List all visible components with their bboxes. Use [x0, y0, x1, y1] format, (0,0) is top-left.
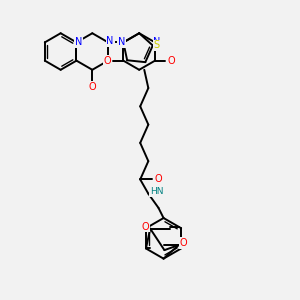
Text: N: N	[118, 38, 125, 47]
Text: N: N	[75, 38, 82, 47]
Text: O: O	[167, 56, 175, 66]
Text: N: N	[153, 38, 161, 47]
Text: O: O	[180, 238, 188, 248]
Text: O: O	[155, 174, 162, 184]
Text: S: S	[154, 40, 160, 50]
Text: O: O	[88, 82, 96, 92]
Text: HN: HN	[150, 187, 163, 196]
Text: N: N	[106, 36, 114, 46]
Text: O: O	[103, 56, 111, 66]
Text: O: O	[141, 222, 149, 232]
